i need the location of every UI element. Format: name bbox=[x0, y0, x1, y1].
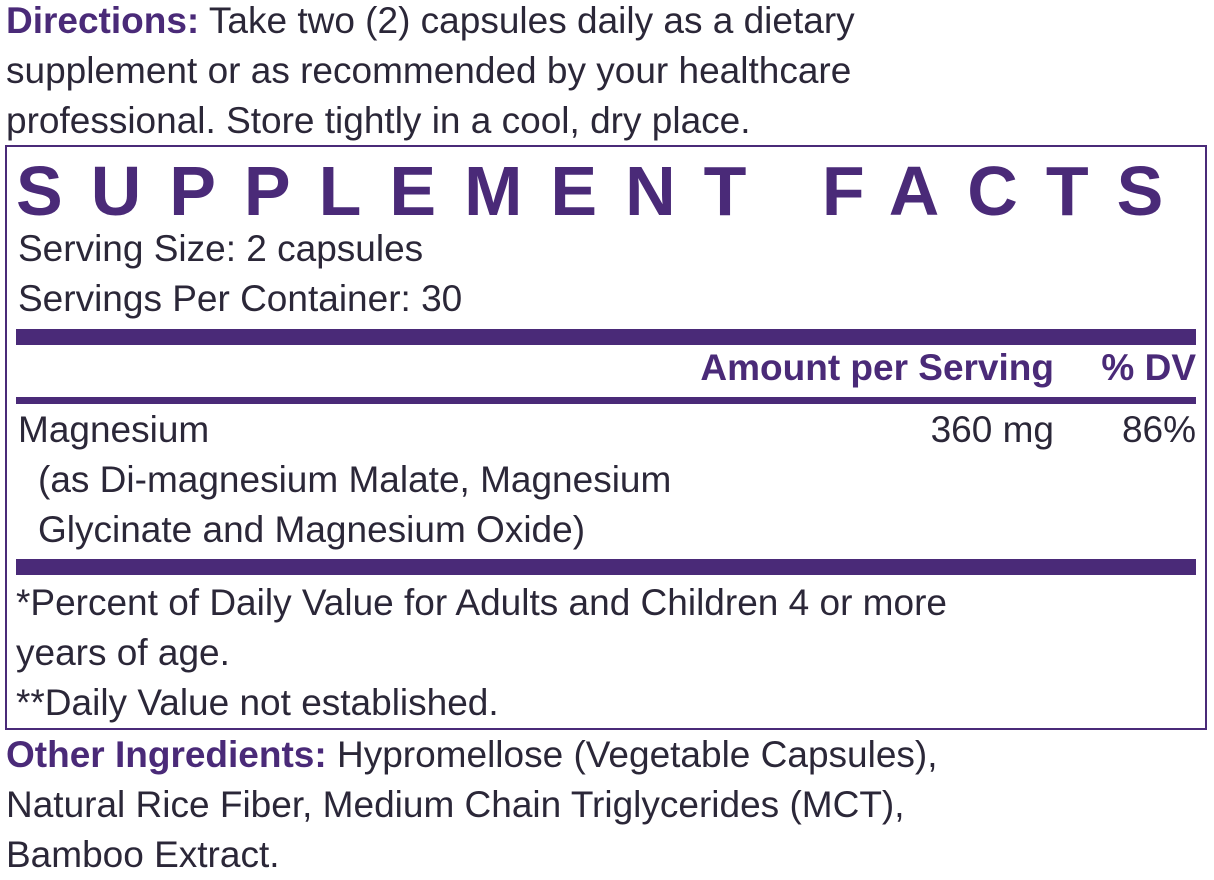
directions-label: Directions: bbox=[6, 0, 200, 41]
footnote-3: **Daily Value not established. bbox=[16, 682, 499, 723]
serving-size: Serving Size: 2 capsules bbox=[18, 228, 424, 269]
dv-header: % DV bbox=[1101, 347, 1196, 388]
nutrient-detail-2: Glycinate and Magnesium Oxide) bbox=[38, 509, 586, 550]
nutrient-name: Magnesium bbox=[18, 409, 210, 450]
nutrient-amount: 360 mg bbox=[930, 409, 1054, 450]
divider-thick bbox=[16, 329, 1196, 345]
footnote-2: years of age. bbox=[16, 632, 230, 673]
facts-title: SUPPLEMENT FACTS bbox=[16, 152, 1192, 230]
divider-thick-bottom bbox=[16, 559, 1196, 575]
other-ingredients-line-2: Natural Rice Fiber, Medium Chain Triglyc… bbox=[6, 784, 905, 825]
servings-per-container: Servings Per Container: 30 bbox=[18, 278, 463, 319]
divider-thin bbox=[16, 397, 1196, 404]
directions-line-2: supplement or as recommended by your hea… bbox=[6, 50, 852, 91]
directions-text: Take two (2) capsules daily as a dietary bbox=[208, 0, 855, 41]
other-ingredients-line-1: Other Ingredients: Hypromellose (Vegetab… bbox=[6, 730, 938, 780]
supplement-facts-panel bbox=[5, 145, 1207, 730]
other-ingredients-text: Hypromellose (Vegetable Capsules), bbox=[336, 734, 938, 775]
amount-header: Amount per Serving bbox=[700, 347, 1054, 388]
footnote-1: *Percent of Daily Value for Adults and C… bbox=[16, 582, 947, 623]
nutrient-dv: 86% bbox=[1121, 409, 1196, 450]
directions-line-1: Directions: Take two (2) capsules daily … bbox=[6, 0, 855, 46]
other-ingredients-label: Other Ingredients: bbox=[6, 734, 327, 775]
directions-line-3: professional. Store tightly in a cool, d… bbox=[6, 100, 751, 141]
nutrient-detail-1: (as Di-magnesium Malate, Magnesium bbox=[38, 459, 672, 500]
other-ingredients-line-3: Bamboo Extract. bbox=[6, 834, 280, 875]
